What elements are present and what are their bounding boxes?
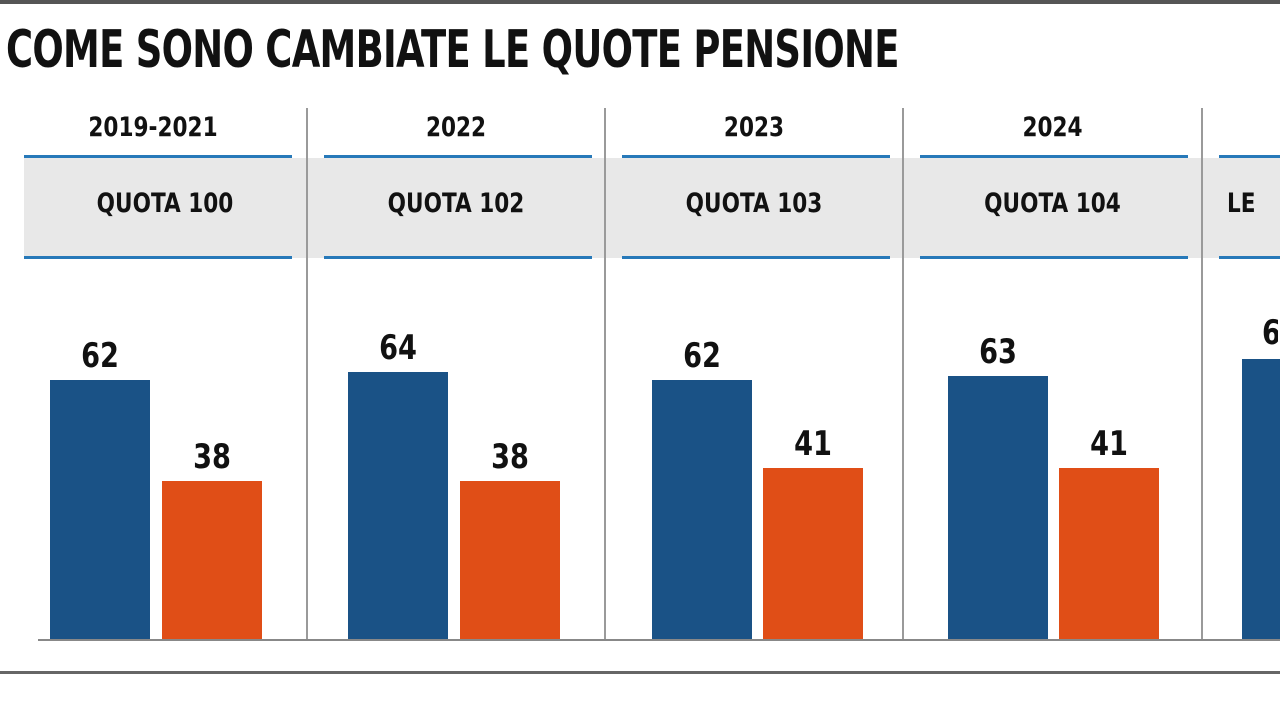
column-4: LE — [1203, 0, 1280, 701]
top-rule — [0, 0, 1280, 4]
year-label: 2019-2021 — [88, 112, 218, 143]
age-bar-label: 62 — [683, 336, 721, 376]
year-label: 2022 — [425, 112, 487, 143]
age-bar — [348, 372, 448, 640]
quota-label: LE — [1227, 188, 1256, 219]
quota-bottom-line — [24, 256, 292, 259]
age-bar-label: 62 — [81, 336, 119, 376]
quota-box — [904, 158, 1201, 258]
column-2: 2023 QUOTA 103 — [606, 0, 902, 701]
quota-bottom-line — [920, 256, 1188, 259]
column-divider — [1201, 108, 1203, 640]
chart-title: COME SONO CAMBIATE LE QUOTE PENSIONE — [6, 20, 899, 80]
quota-label: QUOTA 104 — [984, 188, 1121, 219]
column-0: 2019-2021 QUOTA 100 — [0, 0, 306, 701]
bottom-rule — [0, 671, 1280, 674]
age-bar — [652, 380, 752, 640]
contribution-bar-label: 41 — [794, 424, 832, 464]
contribution-bar — [162, 481, 262, 640]
age-bar-label: 63 — [979, 332, 1017, 372]
quota-box — [1203, 158, 1280, 258]
quota-label: QUOTA 100 — [96, 188, 234, 219]
column-divider — [902, 108, 904, 640]
contribution-bar — [460, 481, 560, 640]
contribution-bar-label: 38 — [193, 437, 231, 477]
quota-top-line — [920, 155, 1188, 158]
contribution-bar — [763, 468, 863, 640]
quota-label: QUOTA 102 — [387, 188, 525, 219]
quota-top-line — [324, 155, 592, 158]
quota-top-line — [1219, 155, 1280, 158]
year-label: 2024 — [1022, 112, 1083, 143]
quota-label: QUOTA 103 — [685, 188, 823, 219]
quota-bottom-line — [1219, 256, 1280, 259]
contribution-bar-label: 41 — [1090, 424, 1128, 464]
quota-top-line — [24, 155, 292, 158]
column-divider — [306, 108, 308, 640]
contribution-bar-label: 38 — [491, 437, 529, 477]
quota-top-line — [622, 155, 890, 158]
contribution-bar — [1059, 468, 1159, 640]
partial-age-bar — [1242, 359, 1280, 640]
column-1: 2022 QUOTA 102 — [308, 0, 604, 701]
age-bar — [948, 376, 1048, 640]
partial-age-bar-label: 6 — [1262, 313, 1278, 353]
age-bar — [50, 380, 150, 640]
quota-bottom-line — [324, 256, 592, 259]
age-bar-label: 64 — [379, 328, 417, 368]
quota-box — [308, 158, 604, 258]
quota-bottom-line — [622, 256, 890, 259]
baseline — [38, 639, 1280, 641]
quota-box — [24, 158, 306, 258]
year-label: 2023 — [723, 112, 785, 143]
column-divider — [604, 108, 606, 640]
quota-box — [606, 158, 902, 258]
column-3: 2024 QUOTA 104 — [904, 0, 1201, 701]
